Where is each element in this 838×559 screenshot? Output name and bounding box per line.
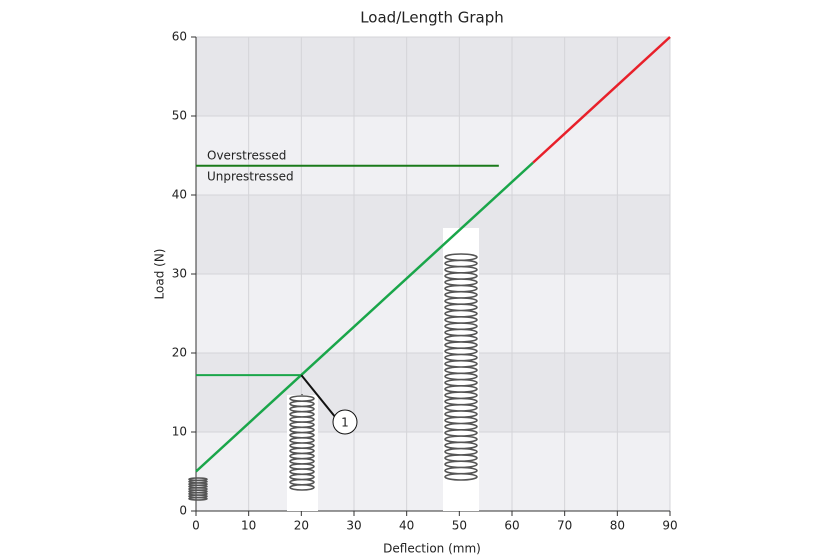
spring-coil [444, 253, 478, 481]
marks: Overstressed Unprestressed 1 [195, 36, 671, 473]
y-tick-label: 50 [172, 109, 187, 123]
line-series [532, 36, 671, 164]
x-tick-label: 90 [662, 519, 677, 533]
x-tick-label: 70 [557, 519, 572, 533]
y-tick-label: 10 [172, 425, 187, 439]
y-tick-label: 0 [179, 504, 187, 518]
y-axis-label: Load (N) [153, 249, 167, 300]
spring-coil [289, 395, 315, 491]
band [196, 195, 670, 274]
y-tick-label: 60 [172, 30, 187, 44]
x-tick-label: 80 [610, 519, 625, 533]
y-tick-label: 30 [172, 267, 187, 281]
band [196, 353, 670, 432]
threshold-label: Overstressed [207, 148, 286, 162]
y-tick-label: 20 [172, 346, 187, 360]
callout-circle [332, 409, 358, 435]
x-tick-label: 40 [399, 519, 414, 533]
band [196, 37, 670, 116]
x-tick-label: 0 [192, 519, 200, 533]
x-tick-label: 20 [294, 519, 309, 533]
spring-background [443, 228, 479, 511]
chart-title: Load/Length Graph [360, 9, 504, 27]
x-tick-label: 50 [452, 519, 467, 533]
threshold-label: Unprestressed [207, 169, 294, 183]
x-tick-label: 60 [504, 519, 519, 533]
x-tick-label: 30 [346, 519, 361, 533]
callout-line [300, 374, 337, 419]
grid: 0 10 20 30 40 50 60 0 10 20 30 40 50 60 70 80 90 [172, 30, 678, 533]
spring-coil [188, 477, 208, 501]
callout-label: 1 [341, 416, 349, 430]
x-axis-label: Deflection (mm) [383, 542, 481, 556]
x-tick-label: 10 [241, 519, 256, 533]
springs [188, 228, 479, 511]
line-series [195, 161, 534, 473]
y-tick-label: 40 [172, 188, 187, 202]
